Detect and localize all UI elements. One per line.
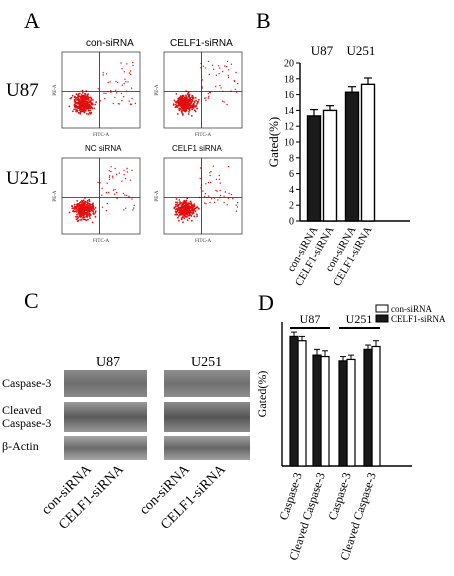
flow-x-axis-label: FITC-A — [93, 239, 110, 244]
chart-d-bar — [371, 345, 381, 467]
flow-x-axis-label: FITC-A — [195, 133, 212, 138]
chart-d-legend-swatch — [375, 314, 389, 323]
chart-b-y-tick-label: 12 — [284, 122, 294, 133]
chart-d-y-axis-label: Gated(%) — [255, 371, 269, 418]
flow-row-label-u251: U251 — [6, 168, 49, 189]
blot-title-u251: U251 — [191, 355, 223, 370]
chart-d-bar — [363, 348, 373, 467]
panel-label-b: B — [256, 8, 271, 33]
chart-b-y-tick-label: 18 — [284, 74, 294, 85]
flow-plot-title-4: CELF1 siRNA — [172, 144, 222, 153]
chart-b-y-tick-label: 16 — [284, 90, 294, 101]
flow-scatter-points — [173, 165, 239, 224]
blot-u87-caspase3 — [64, 370, 147, 397]
blot-u251-cleaved — [164, 402, 250, 432]
chart-b-group-title-u87: U87 — [311, 43, 334, 58]
chart-d-bar — [297, 340, 307, 467]
flow-plot-frame — [163, 51, 243, 129]
chart-d-bar — [346, 358, 356, 467]
flow-scatter-points — [68, 61, 137, 115]
chart-d-legend-label: con-siRNA — [391, 304, 432, 314]
flow-plot-frame — [163, 157, 243, 235]
blot-u251-actin — [164, 436, 250, 460]
chart-b-y-tick-label: 20 — [284, 59, 294, 70]
blot-row-label-caspase3: Caspase-3 — [2, 376, 52, 390]
chart-d-bar — [338, 360, 348, 467]
chart-d-legend-swatch — [375, 304, 389, 313]
chart-b-y-tick-label: 14 — [284, 106, 294, 117]
blot-u251-caspase3 — [164, 370, 250, 397]
flow-x-axis-label: FITC-A — [93, 133, 110, 138]
chart-b-y-tick-label: 0 — [289, 217, 294, 228]
chart-d-legend-label: CELF1-siRNA — [391, 314, 446, 324]
panel-label-d: D — [258, 290, 274, 315]
chart-b-y-tick-label: 2 — [289, 201, 294, 212]
chart-d-x-tick-label: Caspase-3 — [325, 471, 354, 522]
chart-b-y-axis-label: Gated(%) — [266, 117, 281, 168]
flow-plot-frame — [61, 51, 141, 129]
chart-b-y-tick-label: 10 — [284, 138, 294, 149]
chart-b-y-tick-label: 8 — [289, 153, 294, 164]
chart-d-group-title-u251: U251 — [346, 312, 373, 326]
chart-b-group-title-u251: U251 — [347, 43, 376, 58]
chart-b-y-tick-label: 4 — [289, 185, 294, 196]
chart-d-bar — [312, 354, 322, 467]
flow-y-axis-label: PE-A — [53, 84, 58, 96]
blot-row-label-cleaved: Cleaved Caspase-3 — [2, 403, 52, 430]
panel-label-a: A — [24, 8, 40, 33]
flow-y-axis-label: PE-A — [155, 84, 160, 96]
flow-scatter-points — [172, 60, 239, 117]
blot-u87-cleaved — [64, 402, 147, 432]
chart-b-y-tick-label: 6 — [289, 169, 294, 180]
flow-x-axis-label: FITC-A — [195, 239, 212, 244]
panel-label-c: C — [24, 288, 39, 313]
blot-u87-actin — [64, 436, 147, 460]
blot-row-label-actin: β-Actin — [2, 439, 39, 453]
blot-title-u87: U87 — [96, 355, 121, 370]
flow-col-title-2: CELF1-siRNA — [170, 38, 233, 49]
flow-plot-title-3: NC siRNA — [85, 144, 122, 153]
flow-y-axis-label: PE-A — [155, 190, 160, 202]
flow-y-axis-label: PE-A — [53, 190, 58, 202]
flow-col-title-1: con-siRNA — [86, 38, 134, 49]
chart-d-group-title-u87: U87 — [300, 312, 321, 326]
chart-d-bar — [289, 335, 299, 467]
chart-d-bar — [320, 355, 330, 467]
flow-row-label-u87: U87 — [6, 80, 39, 101]
